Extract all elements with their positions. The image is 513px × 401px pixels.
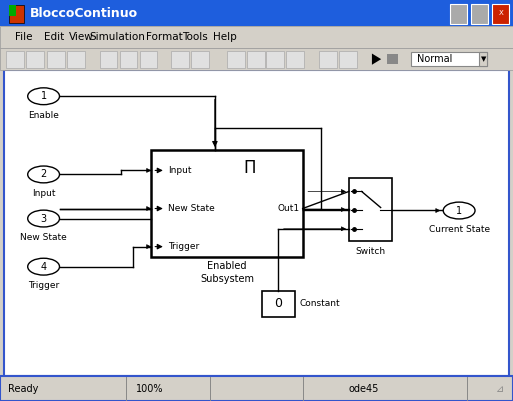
FancyBboxPatch shape xyxy=(492,4,509,24)
Text: Edit: Edit xyxy=(44,32,64,42)
FancyBboxPatch shape xyxy=(0,0,513,26)
Text: Enabled
Subsystem: Enabled Subsystem xyxy=(200,261,254,284)
FancyBboxPatch shape xyxy=(262,291,295,317)
Text: Simulation: Simulation xyxy=(90,32,146,42)
FancyBboxPatch shape xyxy=(266,51,284,67)
FancyBboxPatch shape xyxy=(9,5,24,23)
FancyBboxPatch shape xyxy=(140,51,157,67)
Text: ode45: ode45 xyxy=(349,384,379,393)
FancyBboxPatch shape xyxy=(151,150,303,257)
Text: Tools: Tools xyxy=(182,32,208,42)
FancyBboxPatch shape xyxy=(26,51,44,67)
FancyBboxPatch shape xyxy=(286,51,304,67)
Text: Switch: Switch xyxy=(356,247,386,255)
Text: Format: Format xyxy=(146,32,183,42)
Text: File: File xyxy=(15,32,33,42)
FancyBboxPatch shape xyxy=(387,54,398,64)
Polygon shape xyxy=(372,54,381,65)
FancyBboxPatch shape xyxy=(67,51,85,67)
FancyBboxPatch shape xyxy=(9,5,16,16)
Text: Trigger: Trigger xyxy=(168,242,199,251)
Text: Current State: Current State xyxy=(428,225,490,234)
Text: 2: 2 xyxy=(41,170,47,179)
FancyBboxPatch shape xyxy=(247,51,265,67)
FancyBboxPatch shape xyxy=(0,48,513,70)
FancyBboxPatch shape xyxy=(349,178,392,241)
FancyBboxPatch shape xyxy=(171,51,189,67)
FancyBboxPatch shape xyxy=(471,4,488,24)
Text: Constant: Constant xyxy=(299,299,340,308)
Text: Input: Input xyxy=(168,166,191,175)
FancyBboxPatch shape xyxy=(339,51,357,67)
Text: ▼: ▼ xyxy=(481,56,486,62)
FancyBboxPatch shape xyxy=(120,51,137,67)
Ellipse shape xyxy=(28,88,60,105)
Text: ⊿: ⊿ xyxy=(496,384,504,393)
FancyBboxPatch shape xyxy=(47,51,65,67)
Text: Π: Π xyxy=(244,160,256,177)
Text: View: View xyxy=(69,32,94,42)
Ellipse shape xyxy=(28,258,60,275)
FancyBboxPatch shape xyxy=(191,51,209,67)
Text: 0: 0 xyxy=(274,297,282,310)
FancyBboxPatch shape xyxy=(479,52,487,66)
Text: New State: New State xyxy=(168,204,214,213)
Text: BloccoContinuo: BloccoContinuo xyxy=(30,6,138,20)
Ellipse shape xyxy=(443,202,475,219)
Text: 4: 4 xyxy=(41,262,47,271)
Text: 1: 1 xyxy=(456,206,462,215)
FancyBboxPatch shape xyxy=(6,51,24,67)
Text: Enable: Enable xyxy=(28,111,59,119)
Text: 1: 1 xyxy=(41,91,47,101)
FancyBboxPatch shape xyxy=(319,51,337,67)
FancyBboxPatch shape xyxy=(0,376,513,401)
Text: Ready: Ready xyxy=(8,384,38,393)
FancyBboxPatch shape xyxy=(450,4,467,24)
Ellipse shape xyxy=(28,166,60,183)
Text: 100%: 100% xyxy=(136,384,164,393)
FancyBboxPatch shape xyxy=(100,51,117,67)
Text: 3: 3 xyxy=(41,214,47,223)
Text: X: X xyxy=(498,10,503,16)
Text: Trigger: Trigger xyxy=(28,281,59,290)
FancyBboxPatch shape xyxy=(4,70,509,376)
Text: Help: Help xyxy=(213,32,236,42)
Text: Input: Input xyxy=(32,189,55,198)
FancyBboxPatch shape xyxy=(0,26,513,48)
FancyBboxPatch shape xyxy=(411,52,487,66)
Text: New State: New State xyxy=(20,233,67,242)
Text: Out1: Out1 xyxy=(278,204,300,213)
Text: Normal: Normal xyxy=(417,54,452,64)
FancyBboxPatch shape xyxy=(227,51,245,67)
Ellipse shape xyxy=(28,210,60,227)
